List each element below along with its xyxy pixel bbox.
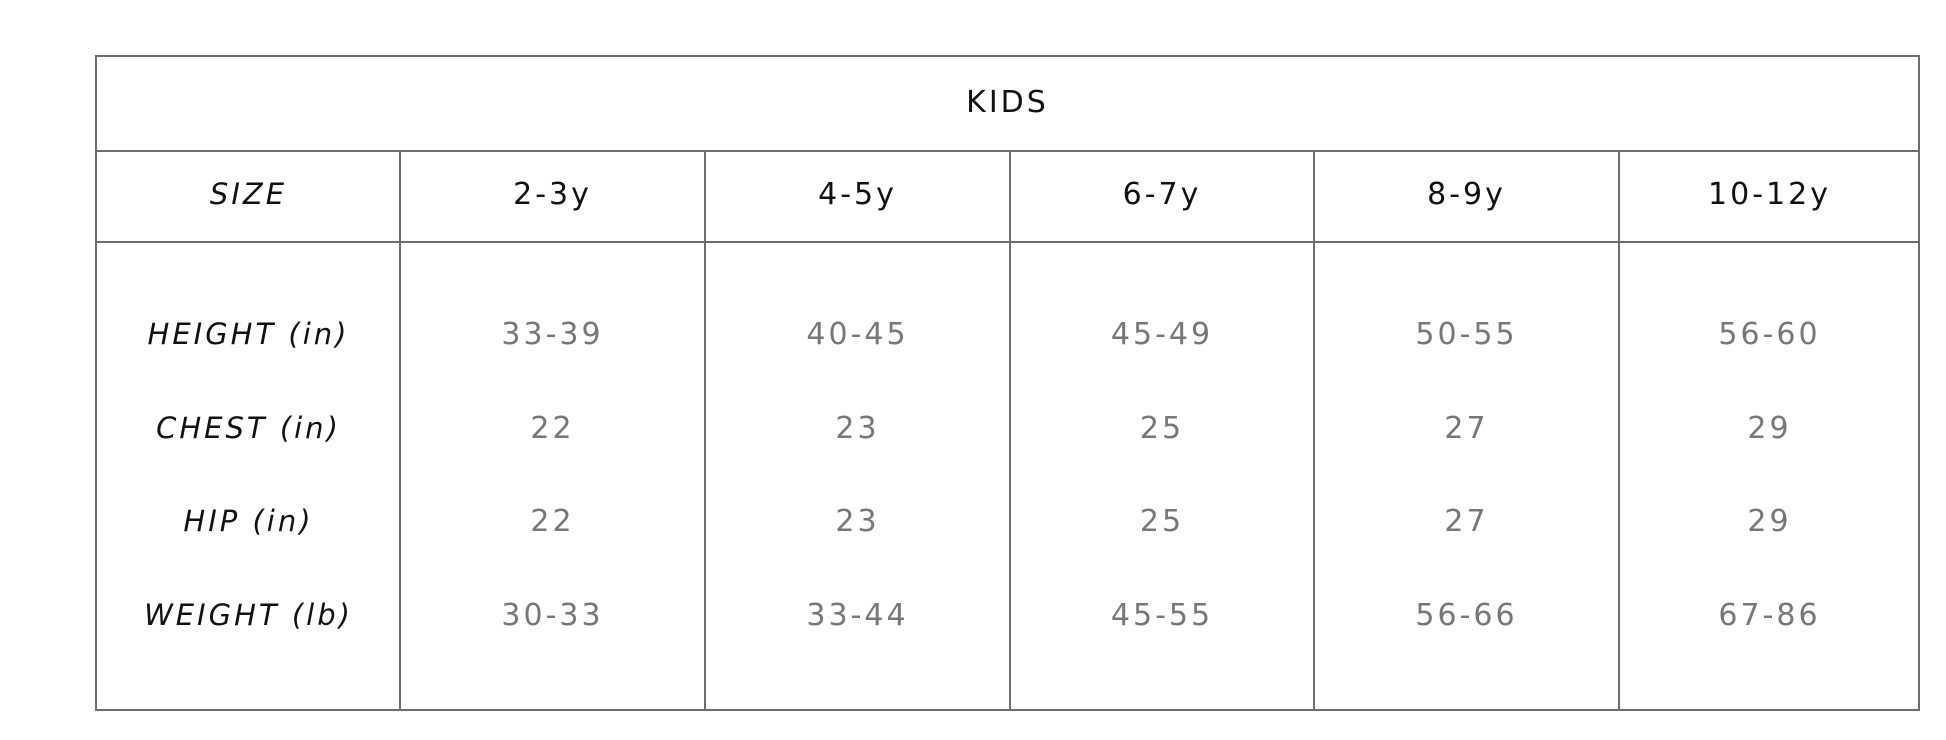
table-cell-value: 22 — [530, 411, 575, 446]
column-divider — [399, 150, 401, 709]
table-cell-value: 45-49 — [1110, 317, 1214, 352]
table-cell-value: 50-55 — [1415, 317, 1518, 352]
row-label: HEIGHT (in) — [147, 317, 350, 351]
table-cell-value: 23 — [835, 411, 880, 446]
table-cell-value: 56-66 — [1415, 598, 1518, 633]
divider — [97, 150, 1918, 152]
table-cell-value: 25 — [1139, 504, 1185, 539]
table-cell-value: 27 — [1444, 411, 1489, 446]
size-chart-table: KIDS SIZE 2-3y 4-5y 6-7y 8-9y 10-12y HEIGHT (i… — [95, 55, 1920, 711]
table-cell-value: 56-60 — [1718, 317, 1821, 352]
table-cell-value: 25 — [1139, 411, 1185, 446]
table-cell-value: 29 — [1747, 504, 1792, 539]
table-cell-value: 23 — [835, 504, 880, 539]
table-title: KIDS — [966, 85, 1049, 120]
table-cell-value: 45-55 — [1110, 598, 1214, 633]
divider — [97, 241, 1918, 243]
column-divider — [704, 150, 706, 709]
row-label: CHEST (in) — [156, 411, 341, 445]
table-cell-value: 33-39 — [501, 317, 604, 352]
size-header-cell: 2-3y — [513, 177, 592, 212]
size-header-cell: 4-5y — [818, 177, 897, 212]
table-cell-value: 27 — [1444, 504, 1489, 539]
column-divider — [1313, 150, 1315, 709]
table-cell-value: 29 — [1747, 411, 1792, 446]
table-cell-value: 67-86 — [1718, 598, 1821, 633]
size-header-cell: 6-7y — [1122, 177, 1202, 212]
table-cell-value: 33-44 — [806, 598, 909, 633]
size-header-cell: 10-12y — [1708, 177, 1831, 212]
table-cell-value: 40-45 — [806, 317, 909, 352]
column-divider — [1618, 150, 1620, 709]
row-label: WEIGHT (lb) — [144, 598, 353, 632]
column-divider — [1009, 150, 1011, 709]
size-header-label: SIZE — [209, 177, 288, 211]
table-cell-value: 30-33 — [501, 598, 604, 633]
size-header-cell: 8-9y — [1427, 177, 1506, 212]
table-cell-value: 22 — [530, 504, 575, 539]
row-label: HIP (in) — [183, 504, 314, 538]
